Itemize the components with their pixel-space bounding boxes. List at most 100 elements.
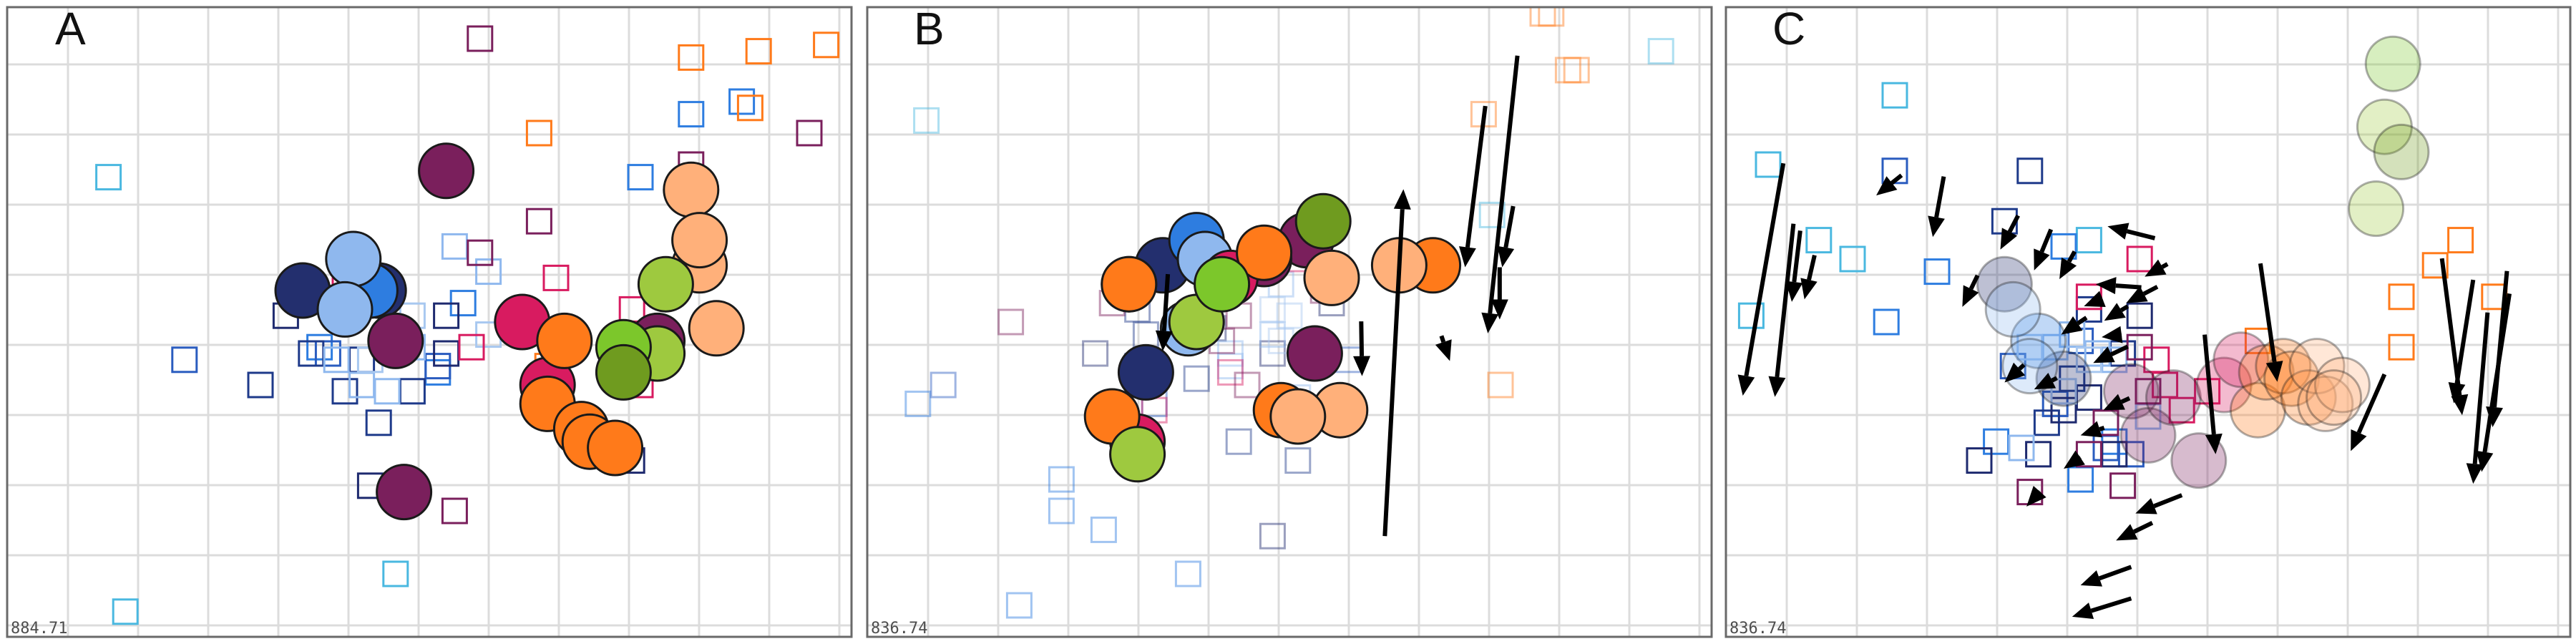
arrow-head (2448, 381, 2466, 404)
square-marker (1048, 497, 1075, 525)
square-marker (997, 308, 1025, 336)
square-marker (441, 497, 468, 525)
square-marker (1647, 38, 1674, 65)
square-marker (1966, 447, 1993, 474)
square-marker (2388, 283, 2415, 311)
arrow-shaft (1775, 223, 1796, 378)
arrow-head (2084, 291, 2106, 307)
square-marker (2016, 157, 2044, 185)
arrow-shaft (2007, 214, 2020, 233)
arrow-head (1435, 339, 1452, 361)
square-marker (1225, 428, 1252, 455)
square-marker (618, 296, 645, 323)
square-marker (904, 390, 932, 417)
arrow-head (2351, 429, 2367, 452)
arrow-shaft (2120, 396, 2131, 404)
square-marker (323, 346, 350, 374)
arrow-head (2135, 498, 2157, 514)
circle-marker (2313, 356, 2371, 414)
panel-a: A 884.71 (6, 3, 853, 638)
circle-marker (2356, 98, 2413, 155)
square-marker (475, 258, 502, 286)
circle-marker (595, 343, 652, 401)
grid-panel-b (867, 7, 1712, 637)
arrow-head (1497, 245, 1515, 268)
square-marker (745, 38, 772, 65)
square-marker (525, 119, 552, 147)
square-marker (627, 164, 654, 191)
arrow-shaft (2051, 376, 2058, 383)
panel-c-border (1724, 6, 2572, 638)
square-marker (1873, 308, 1900, 336)
square-marker (525, 208, 552, 235)
square-marker (796, 119, 823, 147)
arrow-head (1785, 280, 1803, 302)
square-marker (1923, 258, 1951, 286)
square-marker (2168, 396, 2195, 424)
circle-marker (418, 142, 475, 200)
circle-marker (536, 312, 593, 369)
circle-marker (2145, 369, 2202, 426)
square-marker (1737, 302, 1765, 329)
arrow-shaft (2115, 283, 2142, 290)
circle-marker (2280, 369, 2337, 426)
circle-marker (1117, 343, 1174, 401)
arrow-shaft (2492, 270, 2509, 408)
square-marker (171, 346, 198, 374)
arrow-head (1481, 312, 1499, 333)
arrow-head (2466, 463, 2484, 484)
square-marker (2109, 472, 2137, 499)
panel-b-letter: B (914, 3, 945, 54)
arrow-shaft (2098, 565, 2132, 581)
square-marker (399, 378, 426, 405)
square-marker (2075, 227, 2102, 254)
panel-a-border (6, 6, 853, 638)
arrow-head (2095, 277, 2117, 295)
arrow-shaft (1934, 176, 1946, 218)
arrow-shaft (2077, 316, 2088, 326)
arrow-shaft (1465, 105, 1488, 248)
square-marker (1174, 560, 1201, 587)
circle-marker (1984, 280, 2041, 338)
square-marker (913, 107, 940, 134)
arrow-head (2000, 228, 2018, 250)
circle-marker (2035, 350, 2092, 407)
arrow-head (1876, 176, 1898, 196)
arrow-head (2004, 362, 2026, 383)
square-marker (2016, 333, 2044, 361)
arrow-head (1962, 285, 1979, 307)
arrow-head (2104, 303, 2126, 321)
arrow-head (1737, 374, 1755, 396)
arrow-shaft (2153, 493, 2183, 509)
circle-marker (1303, 249, 1360, 306)
arrow-head (1800, 278, 1818, 300)
square-marker (2421, 252, 2449, 279)
arrow-head (2205, 433, 2223, 454)
arrow-head (2486, 406, 2503, 427)
square-marker (382, 560, 409, 587)
square-marker (314, 340, 341, 367)
circle-marker (2255, 338, 2312, 395)
square-marker (441, 233, 468, 260)
marks-panel-a (95, 25, 840, 625)
square-marker (1259, 522, 1286, 550)
square-marker (1284, 447, 1312, 474)
marks-panel-b (904, 7, 1674, 619)
arrow-head (2107, 223, 2129, 240)
square-marker (1216, 340, 1244, 367)
arrow-shaft (1807, 255, 1817, 280)
arrow-shaft (2356, 373, 2387, 434)
circle-marker (637, 255, 694, 313)
square-marker (1563, 57, 1590, 84)
circle-marker (1109, 426, 1166, 483)
square-marker (2135, 378, 2162, 405)
circle-marker (1294, 192, 1352, 250)
square-marker (1487, 371, 1514, 399)
square-marker (2025, 441, 2052, 468)
square-marker (331, 378, 358, 405)
panel-b: B 836.74 (866, 3, 1713, 638)
circle-marker (316, 280, 374, 338)
arrow-head (2064, 450, 2085, 469)
circle-marker (663, 161, 720, 218)
circle-marker (587, 419, 644, 477)
